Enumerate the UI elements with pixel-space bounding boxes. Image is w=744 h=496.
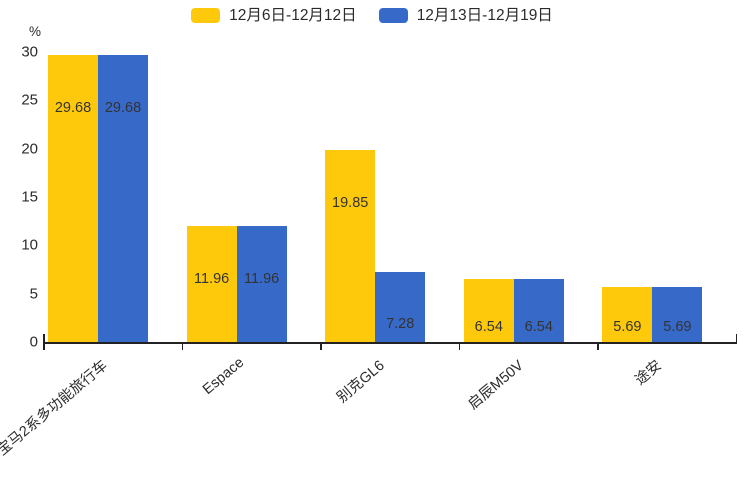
bar-value-label: 5.69 — [663, 318, 692, 335]
bar[interactable] — [186, 226, 237, 342]
bar[interactable] — [513, 278, 564, 342]
y-axis-tick-labels: 30 25 20 15 10 5 0 — [0, 0, 38, 496]
bar-value-label: 6.54 — [524, 318, 553, 335]
bar-value-label: 11.96 — [193, 270, 230, 287]
legend-item-series-2[interactable]: 12月13日-12月19日 — [378, 7, 553, 24]
x-axis-left-cap — [43, 334, 45, 343]
legend-label-series-2: 12月13日-12月19日 — [416, 7, 553, 24]
bar[interactable] — [375, 271, 426, 342]
bar-value-label: 11.96 — [243, 270, 280, 287]
x-axis-category-label-text: Espace — [199, 354, 247, 398]
x-axis-category-label: 别克GL6 — [332, 352, 392, 407]
bar-group: 5.69 5.69 — [602, 52, 703, 342]
x-axis-tick — [320, 342, 322, 350]
bar-value-label: 19.85 — [332, 194, 369, 211]
x-axis-category-label: Espace — [199, 352, 249, 398]
y-axis-tick-label: 30 — [21, 43, 38, 61]
plot-area: 29.68 29.68 11.96 11.96 19.85 7.28 6.54 6.54 5.6… — [43, 52, 737, 342]
bar-group: 6.54 6.54 — [463, 52, 564, 342]
x-axis-category-label: 途安 — [630, 352, 669, 389]
y-axis-unit: % — [29, 24, 42, 39]
y-axis-tick-label: 15 — [21, 188, 38, 206]
bar[interactable] — [48, 55, 98, 342]
legend-label-series-1: 12月6日-12月12日 — [229, 7, 357, 24]
chart-legend: 12月6日-12月12日 12月13日-12月19日 — [0, 8, 744, 24]
bar-value-label: 5.69 — [613, 318, 642, 335]
x-axis-category-label-text: 启辰M50V — [465, 357, 527, 413]
y-axis-tick-label: 25 — [21, 91, 38, 109]
x-axis-line — [43, 342, 737, 344]
bar-value-label: 29.68 — [104, 99, 142, 116]
bar[interactable] — [652, 287, 703, 342]
x-axis-tick — [597, 342, 599, 350]
bar[interactable] — [463, 278, 514, 342]
x-axis-tick — [43, 342, 45, 350]
bar-group: 11.96 11.96 — [186, 52, 287, 342]
bar-group: 19.85 7.28 — [325, 52, 426, 342]
bar-group: 29.68 29.68 — [48, 52, 148, 342]
bar[interactable] — [98, 55, 148, 342]
legend-swatch-yellow-icon — [191, 8, 221, 24]
y-axis-tick-label: 10 — [21, 236, 38, 254]
x-axis-category-label: 启辰M50V — [462, 352, 530, 414]
legend-swatch-blue-icon — [378, 8, 408, 24]
bar[interactable] — [325, 150, 376, 342]
bar-value-label: 7.28 — [386, 316, 415, 333]
x-axis-tick — [458, 342, 461, 350]
bar[interactable] — [602, 287, 653, 342]
y-axis-tick-label: 5 — [29, 285, 38, 303]
bar-value-label: 29.68 — [54, 99, 92, 116]
x-axis-category-label-text: 别克GL6 — [334, 357, 388, 407]
x-axis-right-cap — [735, 334, 737, 343]
bar[interactable] — [236, 226, 287, 342]
x-axis-category-label-text: 途安 — [632, 357, 666, 389]
y-axis-tick-label: 0 — [29, 333, 38, 351]
x-axis-tick — [181, 342, 184, 350]
legend-item-series-1[interactable]: 12月6日-12月12日 — [191, 8, 357, 24]
bar-value-label: 6.54 — [474, 318, 503, 335]
y-axis-tick-label: 20 — [21, 140, 38, 158]
